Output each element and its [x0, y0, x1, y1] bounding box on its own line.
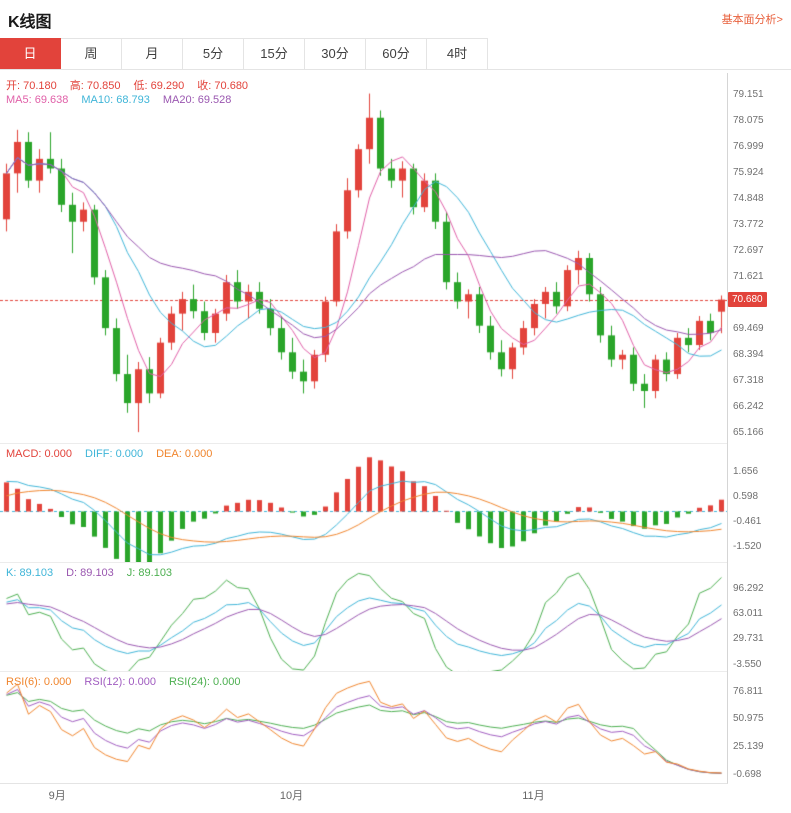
y-tick-label: 29.731: [733, 633, 764, 645]
tab-timeframe-4[interactable]: 5分: [183, 38, 244, 69]
current-price-badge: 70.680: [728, 291, 767, 307]
x-axis: 9月 10月 11月: [0, 784, 728, 802]
y-tick-label: 71.621: [733, 270, 764, 282]
rsi-panel: RSI(6): 0.000 RSI(12): 0.000 RSI(24): 0.00…: [0, 672, 727, 783]
y-tick-label: 96.292: [733, 582, 764, 594]
y-tick-label: 66.242: [733, 400, 764, 412]
y-tick-label: -0.698: [733, 769, 762, 781]
y-tick-label: 67.318: [733, 374, 764, 386]
tab-timeframe-7[interactable]: 60分: [366, 38, 427, 69]
kdj-panel: K: 89.103 D: 89.103 J: 89.103: [0, 563, 727, 672]
macd-canvas[interactable]: [0, 444, 727, 562]
x-tick-label: 10月: [279, 790, 304, 802]
tab-timeframe-5[interactable]: 15分: [244, 38, 305, 69]
rsi-canvas[interactable]: [0, 672, 727, 783]
tab-timeframe-3[interactable]: 月: [122, 38, 183, 69]
x-tick-label: 11月: [522, 790, 545, 802]
plot-column: 开: 70.180 高: 70.850 低: 69.290 收: 70.680 MA5…: [0, 73, 728, 784]
page-title: K线图: [8, 14, 52, 31]
y-tick-label: 78.075: [733, 114, 764, 126]
chart-area: 开: 70.180 高: 70.850 低: 69.290 收: 70.680 MA5…: [0, 73, 791, 784]
y-tick-label: 72.697: [733, 244, 764, 256]
y-tick-label: 79.151: [733, 88, 764, 100]
y-tick-label: 69.469: [733, 322, 764, 334]
y-tick-label: -0.461: [733, 516, 762, 528]
fundamental-analysis-link[interactable]: 基本面分析>: [721, 14, 783, 26]
tab-timeframe-6[interactable]: 30分: [305, 38, 366, 69]
y-tick-label: 0.598: [733, 491, 759, 503]
y-tick-label: 74.848: [733, 192, 764, 204]
timeframe-tabs: 日周月 5分 15分 30分 60分 4时: [0, 38, 791, 70]
y-tick-label: 25.139: [733, 741, 764, 753]
y-axis-labels: 70.680 79.151 78.075 76.999 75.924 74.848 73.…: [728, 73, 790, 784]
y-tick-label: -3.550: [733, 658, 762, 670]
y-tick-label: 63.011: [733, 607, 763, 619]
y-tick-label: 65.166: [733, 426, 764, 438]
main-candle-panel: 开: 70.180 高: 70.850 低: 69.290 收: 70.680 MA5…: [0, 73, 727, 444]
y-tick-label: 76.999: [733, 140, 764, 152]
x-tick-label: 9月: [48, 790, 66, 802]
y-tick-label: 75.924: [733, 166, 764, 178]
kdj-canvas[interactable]: [0, 563, 727, 671]
y-tick-label: 73.772: [733, 218, 764, 230]
y-tick-label: 68.394: [733, 348, 764, 360]
macd-panel: MACD: 0.000 DIFF: 0.000 DEA: 0.000: [0, 444, 727, 563]
y-tick-label: 1.656: [733, 466, 759, 478]
y-tick-label: -1.520: [733, 541, 762, 553]
y-tick-label: 50.975: [733, 713, 764, 725]
candlestick-canvas[interactable]: [0, 73, 727, 443]
y-tick-label: 76.811: [733, 685, 763, 697]
tab-timeframe-2[interactable]: 周: [61, 38, 122, 69]
tab-timeframe-8[interactable]: 4时: [427, 38, 488, 69]
page-header: K线图 基本面分析>: [0, 0, 791, 32]
tab-timeframe-1[interactable]: 日: [0, 38, 61, 69]
